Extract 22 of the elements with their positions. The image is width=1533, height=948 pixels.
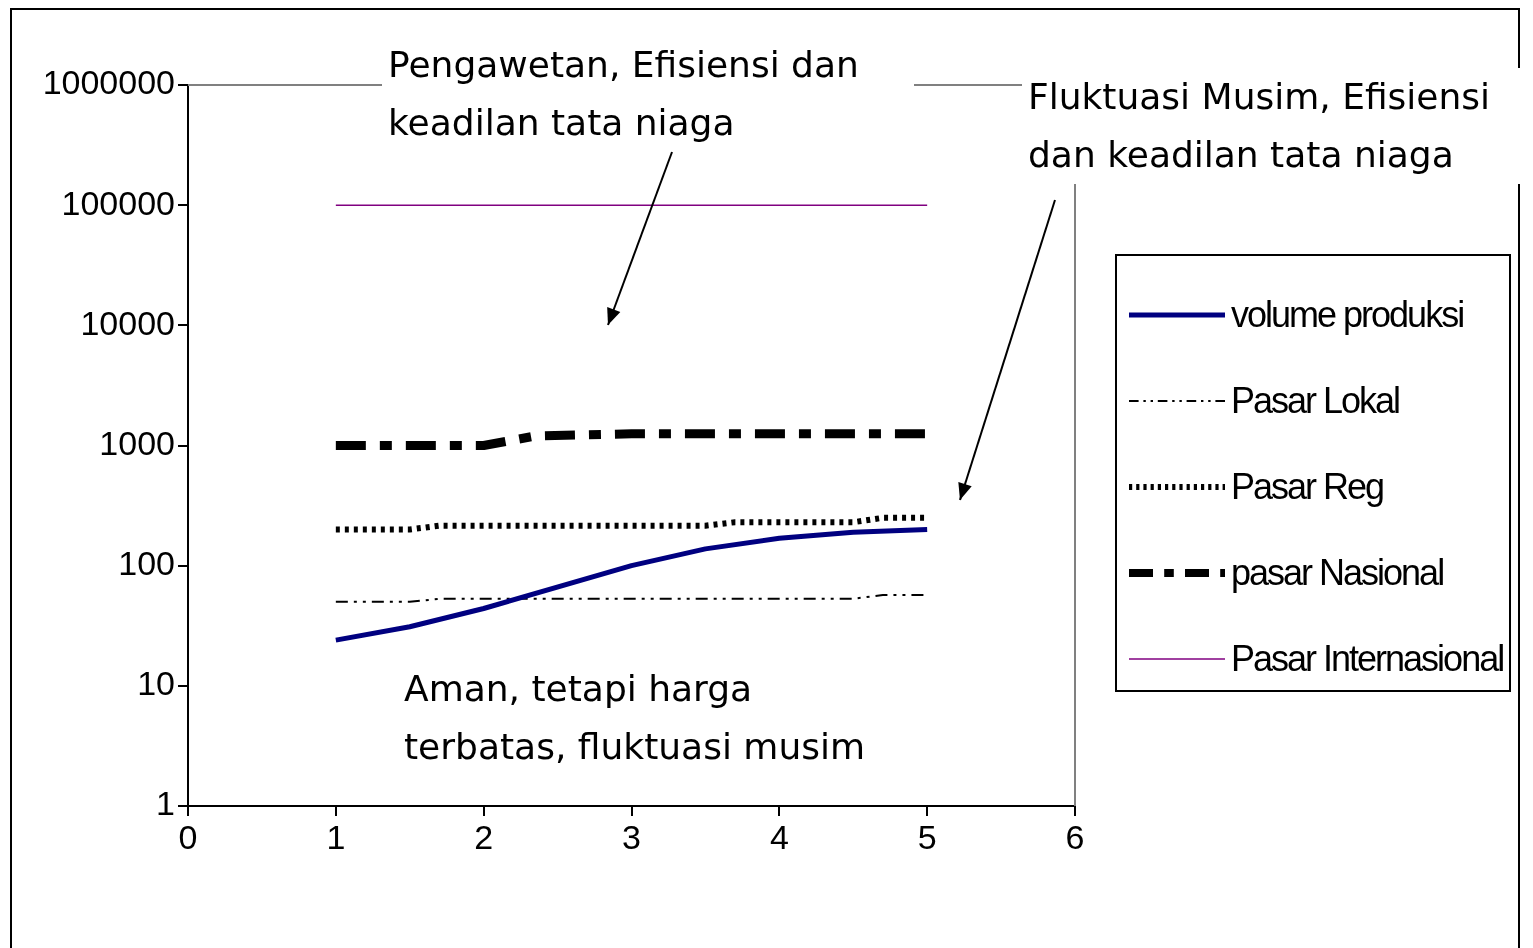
legend-label: volume produksi	[1231, 294, 1464, 336]
annotation: Aman, tetapi harga terbatas, fluktuasi musim	[398, 660, 930, 776]
x-tick-label: 3	[622, 817, 641, 856]
x-tick-label: 0	[178, 817, 198, 856]
x-tick-label: 6	[1065, 817, 1085, 856]
y-tick-label: 1000000	[42, 63, 175, 102]
y-tick-label: 1000	[99, 423, 175, 462]
y-tick-label: 10000	[80, 303, 175, 342]
annotation: Pengawetan, Efisiensi dan keadilan tata niaga	[382, 36, 914, 152]
legend-label: pasar Nasional	[1231, 552, 1444, 594]
y-tick-label: 1	[156, 784, 175, 823]
y-tick-label: 10	[137, 664, 175, 703]
x-tick-label: 4	[769, 817, 789, 856]
y-tick-label: 100	[118, 544, 175, 583]
x-tick-label: 1	[326, 817, 346, 856]
legend-label: Pasar Reg	[1231, 466, 1384, 508]
y-tick-label: 100000	[61, 183, 175, 222]
legend-label: Pasar Internasional	[1231, 638, 1504, 680]
legend-label: Pasar Lokal	[1231, 380, 1400, 422]
x-tick-label: 2	[474, 817, 494, 856]
annotation: Fluktuasi Musim, Efisiensi dan keadilan tata niaga	[1022, 68, 1533, 184]
x-tick-label: 5	[917, 817, 937, 856]
